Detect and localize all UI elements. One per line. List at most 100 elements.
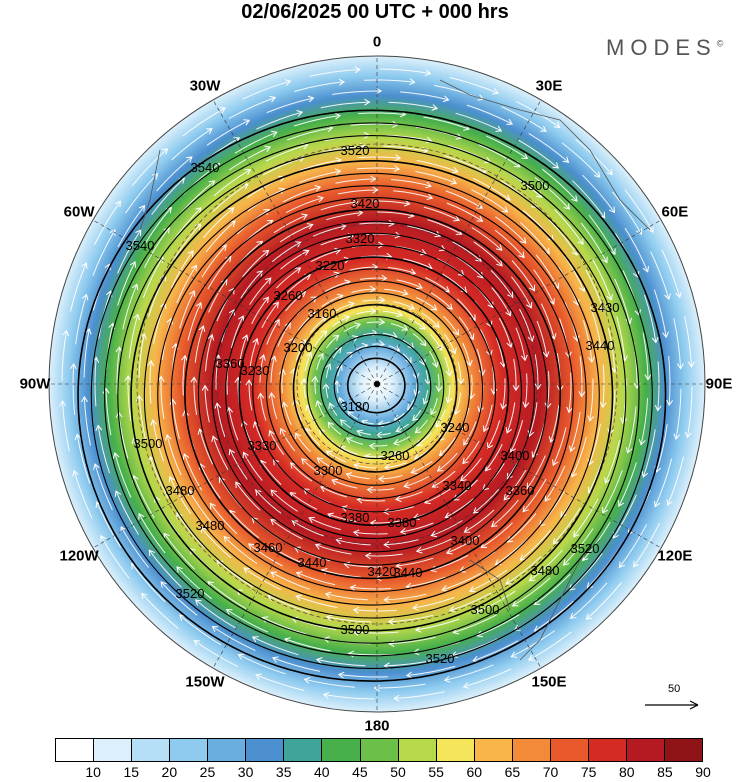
- wind-arrowhead: [209, 502, 216, 510]
- wind-arrowhead: [487, 301, 494, 309]
- wind-arrowhead: [109, 229, 116, 236]
- wind-arrowhead: [552, 459, 559, 467]
- contour-label: 3520: [176, 586, 205, 601]
- coastlines: [139, 79, 651, 661]
- wind-arrowhead: [72, 469, 79, 477]
- wind-arrowhead: [676, 363, 684, 370]
- contour-label: 3520: [426, 651, 455, 666]
- wind-arrowhead: [303, 677, 311, 684]
- wind-arrowhead: [542, 351, 550, 358]
- height-contour: [292, 303, 458, 473]
- wind-arrowhead: [364, 98, 371, 106]
- colorbar-swatch: [208, 739, 247, 761]
- wind-arrowhead: [380, 274, 388, 282]
- wind-arrowhead: [403, 481, 410, 489]
- wind-arrowhead: [299, 290, 307, 298]
- longitude-label: 30E: [535, 77, 563, 95]
- height-contour: [197, 220, 548, 566]
- colorbar-tick-label: 10: [85, 764, 101, 780]
- wind-arrowhead: [430, 530, 438, 538]
- wind-arrowhead: [506, 118, 514, 125]
- brand-logo: MODES©: [606, 35, 724, 60]
- contour-label: 3520: [341, 143, 370, 158]
- reference-vector-icon: [645, 700, 699, 710]
- wind-arrowhead: [207, 333, 215, 341]
- wind-arrowhead: [505, 309, 512, 317]
- wind-arrowhead: [632, 271, 640, 278]
- wind-arrowhead: [474, 607, 482, 614]
- wind-arrowhead: [347, 411, 354, 418]
- wind-arrowhead: [325, 363, 332, 370]
- wind-arrowhead: [372, 186, 379, 194]
- wind-arrowhead: [370, 175, 377, 183]
- wind-arrowhead: [332, 334, 340, 341]
- wind-arrowhead: [114, 490, 122, 497]
- wind-arrowhead: [157, 256, 164, 263]
- wind-arrowhead: [636, 228, 643, 235]
- wind-arrowhead: [452, 166, 459, 174]
- height-contour: [265, 280, 484, 500]
- wind-arrowhead: [383, 596, 390, 604]
- wind-arrowhead: [528, 575, 536, 582]
- contour-label: 3340: [443, 478, 472, 493]
- colorbar-swatch: [626, 739, 665, 761]
- contour-label: 3200: [284, 340, 313, 355]
- wind-arrowhead: [135, 229, 142, 236]
- wind-arrowhead: [257, 392, 265, 399]
- wind-arrowhead: [216, 559, 224, 567]
- wind-arrowhead: [378, 318, 386, 326]
- wind-arrowhead: [345, 472, 353, 479]
- wind-arrowhead: [468, 333, 475, 341]
- wind-arrowhead: [593, 171, 601, 178]
- wind-arrowhead: [284, 637, 291, 644]
- wind-arrowhead: [405, 357, 412, 364]
- wind-arrowhead: [608, 206, 616, 214]
- wind-arrowhead: [638, 438, 646, 446]
- wind-arrowhead: [284, 79, 292, 86]
- contour-label: 3440: [298, 555, 327, 570]
- wind-arrowhead: [353, 462, 361, 470]
- wind-arrowhead: [317, 195, 324, 203]
- wind-arrowhead: [189, 547, 196, 555]
- wind-arrowhead: [115, 346, 123, 353]
- wind-arrowhead: [420, 339, 427, 347]
- wind-arrowhead: [409, 78, 416, 86]
- wind-arrowhead: [138, 204, 146, 212]
- wind-arrowhead: [434, 231, 442, 238]
- wind-arrowhead: [206, 128, 213, 135]
- colorbar-swatch: [170, 739, 209, 761]
- height-contour: [225, 244, 522, 540]
- wind-arrowhead: [279, 368, 286, 375]
- height-contour: [252, 268, 497, 513]
- wind-arrowhead: [673, 433, 681, 441]
- wind-arrowhead: [577, 238, 584, 246]
- colorbar-swatch: [665, 739, 703, 761]
- contour-label: 3360: [506, 483, 535, 498]
- meridian-line: [376, 219, 662, 385]
- wind-arrowhead: [251, 636, 259, 643]
- wind-arrowhead: [492, 88, 499, 95]
- wind-arrowhead: [504, 194, 511, 201]
- wind-arrowhead: [453, 408, 461, 416]
- wind-arrowhead: [478, 369, 486, 376]
- height-contour: [77, 109, 667, 682]
- wind-arrowhead: [395, 426, 402, 433]
- wind-arrowhead: [255, 489, 262, 496]
- wind-arrowhead: [343, 561, 350, 569]
- contour-label: 3420: [368, 564, 397, 579]
- wind-arrowhead: [243, 119, 251, 126]
- colorbar-swatch: [474, 739, 513, 761]
- wind-arrowhead: [310, 296, 318, 303]
- wind-arrowhead: [241, 334, 249, 341]
- wind-arrowhead: [322, 691, 330, 699]
- wind-arrowhead: [569, 445, 576, 453]
- wind-arrowhead: [506, 341, 514, 349]
- wind-arrowhead: [412, 604, 419, 611]
- wind-arrowhead: [450, 347, 457, 355]
- wind-arrowhead: [336, 364, 343, 371]
- contour-label: 3440: [586, 338, 615, 353]
- wind-arrowhead: [450, 651, 458, 658]
- wind-arrowhead: [259, 354, 266, 361]
- wind-arrowhead: [320, 330, 328, 337]
